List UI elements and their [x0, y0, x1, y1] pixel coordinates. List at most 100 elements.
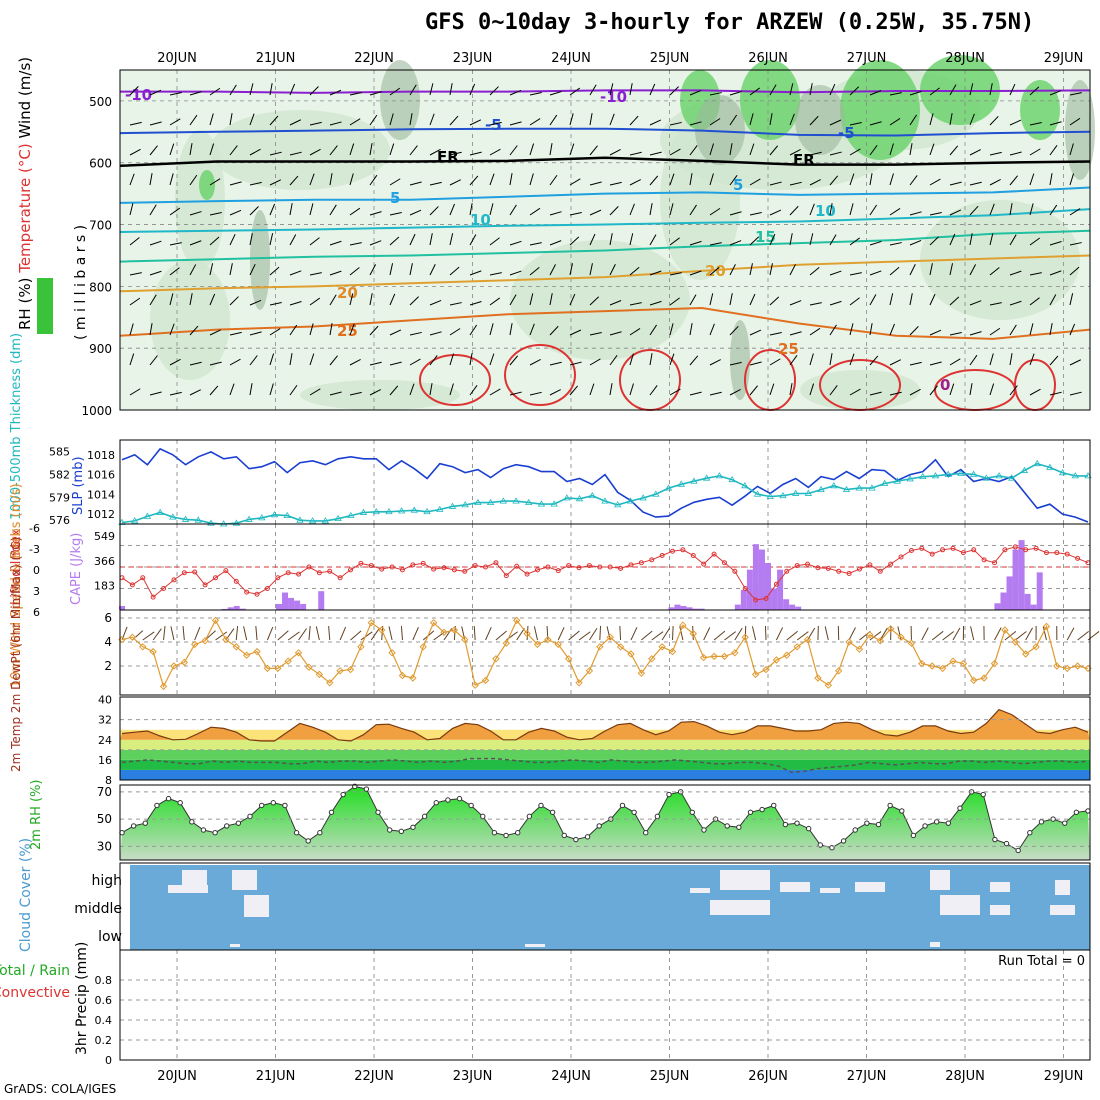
wind-barb [509, 121, 522, 126]
wind-barb [169, 242, 182, 246]
wind-barb [769, 84, 777, 96]
cape-bar [1006, 576, 1013, 610]
wind-barb-10m [764, 625, 767, 641]
wind-barb [629, 302, 642, 306]
wind-barb [249, 355, 258, 366]
wind-speed-point [377, 626, 386, 634]
wind-speed-point [803, 635, 812, 644]
y-tick-label: 600 [89, 157, 112, 171]
wind-barb [769, 383, 775, 396]
wind-barb [149, 89, 162, 96]
wind-barb [829, 83, 836, 96]
wind-barb [789, 113, 795, 126]
isotherm-10 [119, 208, 1091, 233]
thickness-point [690, 477, 698, 484]
wind-barb [529, 118, 541, 126]
rh-high-shade [740, 60, 800, 140]
rh-mid-shade [1065, 80, 1095, 180]
rh-point [480, 813, 486, 820]
rh-point [515, 830, 521, 836]
wind-barb [429, 233, 433, 246]
wind-barb-10m [588, 627, 598, 641]
thickness-point [321, 517, 330, 524]
wind-speed-point [274, 664, 282, 673]
wind-barb [229, 84, 237, 96]
cape-ylabel: CAPE (J/kg) [69, 533, 84, 605]
wind-barb-10m [897, 626, 902, 641]
cape-bar [288, 597, 295, 610]
isotherm-5 [119, 186, 1091, 204]
wind-barb [289, 151, 302, 156]
wind-barb [829, 203, 833, 216]
rh-point [1062, 820, 1068, 826]
lifted-index-point [233, 578, 239, 584]
wind-barb [389, 263, 394, 276]
lifted-index-point [223, 568, 229, 574]
wind-speed-point [606, 633, 614, 641]
wind-barb [149, 270, 162, 276]
wind-barb [709, 359, 721, 366]
wind-barb [729, 293, 733, 306]
rh-point [526, 813, 533, 820]
wind-barb [829, 324, 837, 336]
wind-speed-point [731, 649, 739, 657]
wind-barb [889, 359, 901, 366]
wind-barb [909, 388, 921, 396]
lifted-index-point [867, 562, 873, 568]
wind-speed-point [1073, 662, 1082, 670]
wind-speed-point [440, 628, 448, 637]
isotherm-25 [119, 306, 1091, 340]
wind-barb [209, 236, 220, 246]
wind-barb [749, 211, 762, 216]
wind-barb [209, 329, 222, 336]
thickness-point [677, 480, 685, 487]
wind-barb-10m [152, 628, 162, 641]
wind-barb [909, 90, 922, 96]
wind-barb [689, 240, 702, 246]
wind-barb [449, 115, 459, 126]
wind-barb [749, 385, 758, 396]
wind-barb [489, 297, 501, 306]
cloud-tick: middle [74, 901, 122, 917]
rh-point [363, 786, 370, 792]
wind-barb [429, 148, 441, 156]
cape-bar [674, 604, 681, 610]
wind-barb [709, 266, 720, 276]
contour-label: -10 [125, 86, 152, 104]
wind-barb [869, 173, 873, 186]
wind-barb [129, 353, 135, 366]
rh-mid-shade [795, 85, 845, 155]
wind-barb [449, 233, 454, 246]
cape-bar [1024, 593, 1031, 610]
wind-barb-10m [568, 630, 580, 641]
wind-barb-10m [942, 631, 955, 641]
wind-barb-10m [142, 631, 155, 641]
wind-barb [1049, 173, 1053, 186]
rh-point [247, 813, 253, 820]
wind-barb [709, 323, 715, 336]
wind-barb-10m [388, 626, 393, 641]
temp-tick: 16 [98, 754, 112, 767]
wind-barb-10m [921, 627, 929, 641]
wind-barb [1009, 119, 1022, 126]
wind-barb [429, 299, 442, 306]
wind-barb [329, 355, 338, 366]
rh-high-shade [840, 60, 920, 160]
wind-barb [409, 233, 416, 246]
wind-barb [429, 355, 438, 366]
thickness-point [474, 498, 482, 506]
wind-barb [569, 143, 575, 156]
wind-barb [729, 143, 733, 156]
wind-barb-10m [546, 625, 549, 641]
wind-barb [669, 203, 674, 216]
wind-barb-10m [796, 631, 809, 641]
wind-barb [369, 114, 378, 126]
wind-barb [449, 383, 454, 396]
rh-ylabel: 2m RH (%) [29, 779, 44, 850]
wind-speed-point [388, 649, 396, 657]
lifted-index-point [462, 568, 468, 574]
slp-tick: 1014 [87, 488, 115, 501]
rh-point [899, 808, 905, 814]
rh-point [573, 836, 579, 843]
